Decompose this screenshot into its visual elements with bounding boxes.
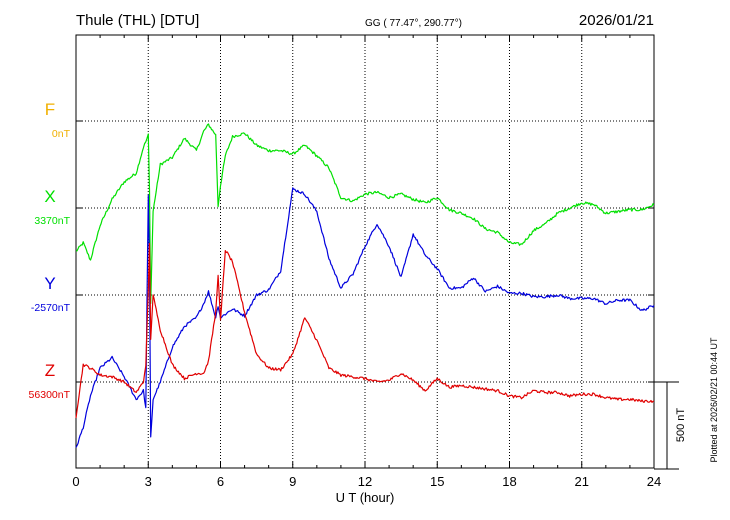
x-tick-label-15: 15: [430, 474, 444, 489]
series-layer: [75, 123, 655, 448]
component-label-Z: Z: [45, 361, 55, 380]
x-axis-title: U T (hour): [336, 490, 395, 505]
component-label-Y: Y: [44, 274, 55, 293]
x-tick-label-24: 24: [647, 474, 661, 489]
series-line-Y: [75, 187, 655, 448]
plotted-timestamp: Plotted at 2026/02/21 00:44 UT: [709, 337, 719, 463]
series-line-X: [75, 123, 655, 305]
x-tick-label-21: 21: [575, 474, 589, 489]
station-title: Thule (THL) [DTU]: [76, 12, 199, 29]
x-tick-label-0: 0: [72, 474, 79, 489]
x-tick-label-9: 9: [289, 474, 296, 489]
baseline-label-F: 0nT: [52, 128, 71, 140]
component-label-layer: F 0nT X 3370nT Y -2570nT Z 56300nT: [29, 100, 71, 401]
component-label-X: X: [44, 187, 55, 206]
x-tick-label-3: 3: [145, 474, 152, 489]
component-label-F: F: [45, 100, 55, 119]
grid-layer: [76, 35, 654, 468]
x-tick-label-12: 12: [358, 474, 372, 489]
baseline-label-Y: -2570nT: [31, 302, 71, 314]
coordinates-label: GG ( 77.47°, 290.77°): [365, 18, 462, 29]
baseline-label-X: 3370nT: [34, 215, 70, 227]
scale-bar-label: 500 nT: [675, 408, 687, 443]
x-tick-label-6: 6: [217, 474, 224, 489]
baseline-label-Z: 56300nT: [29, 389, 71, 401]
series-line-Z: [75, 242, 655, 419]
scale-bar: 500 nT: [654, 381, 687, 470]
date-label: 2026/01/21: [579, 12, 654, 29]
x-tick-label-18: 18: [502, 474, 516, 489]
tick-layer: 0 3 6 9 12 15 18 21 24: [72, 35, 661, 489]
